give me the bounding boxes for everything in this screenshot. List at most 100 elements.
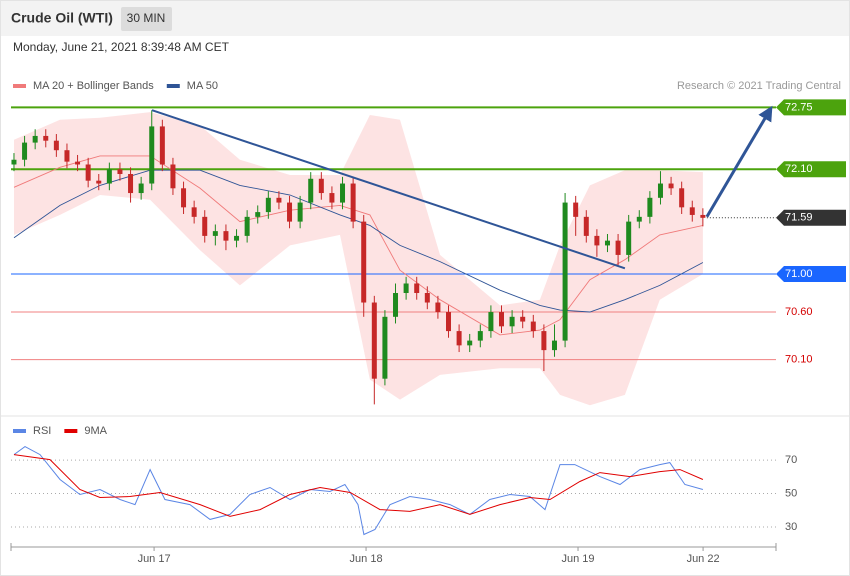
candle-body — [541, 331, 547, 351]
candle-body — [509, 316, 515, 327]
candle-body — [530, 321, 536, 332]
candle-body — [647, 197, 653, 217]
candle-body — [636, 216, 642, 222]
line-series — [13, 454, 704, 517]
legend-swatch — [64, 429, 78, 433]
candle-body — [498, 312, 504, 327]
candle-body — [488, 312, 494, 332]
trendline — [151, 109, 626, 270]
candle-body — [64, 150, 70, 162]
candle-body — [223, 231, 229, 241]
candle-body — [689, 207, 695, 215]
candle-body — [456, 331, 462, 346]
interval-box[interactable] — [121, 7, 172, 31]
candle-body — [117, 169, 123, 175]
timestamp: Monday, June 21, 2021 8:39:48 AM CET — [13, 40, 230, 54]
candle-body — [287, 202, 293, 222]
candle-body — [106, 169, 112, 184]
legend-label: MA 50 — [187, 80, 218, 92]
candle-body — [340, 183, 346, 203]
x-tick-label: Jun 18 — [350, 553, 383, 565]
candle-body — [583, 216, 589, 236]
candle-body — [308, 178, 314, 203]
candle-body — [75, 161, 81, 165]
candle-body — [551, 340, 557, 351]
candle-body — [626, 221, 632, 255]
candle-body — [562, 202, 568, 341]
legend-swatch — [166, 84, 180, 88]
candle-body — [615, 240, 621, 255]
level-label: 71.59 — [785, 212, 813, 224]
x-tick-label: Jun 17 — [138, 553, 171, 565]
candle-body — [350, 183, 356, 222]
y-tick-label: 70 — [785, 454, 797, 466]
x-tick-label: Jun 19 — [562, 553, 595, 565]
candle-body — [149, 126, 155, 184]
candle-body — [11, 159, 17, 165]
credit: Research © 2021 Trading Central — [677, 80, 841, 92]
candle-body — [700, 214, 706, 218]
candle-body — [128, 174, 134, 194]
candle-body — [276, 197, 282, 203]
candle-body — [265, 197, 271, 213]
y-tick-label: 50 — [785, 487, 797, 499]
candle-body — [668, 183, 674, 189]
candle-body — [138, 183, 144, 194]
x-tick-label: Jun 22 — [687, 553, 720, 565]
candle-body — [393, 293, 399, 317]
legend-label: 9MA — [84, 425, 107, 437]
candle-body — [414, 283, 420, 294]
candle-body — [318, 178, 324, 194]
level-label: 72.10 — [785, 163, 813, 175]
y-tick-label: 30 — [785, 521, 797, 533]
legend-label: RSI — [33, 425, 51, 437]
level-tag — [776, 99, 846, 116]
interval[interactable]: 30 MIN — [127, 11, 166, 25]
candle-body — [679, 188, 685, 208]
level-label: 70.10 — [785, 354, 813, 366]
level-tag — [776, 209, 846, 226]
level-tag — [776, 265, 846, 282]
candle-body — [573, 202, 579, 217]
level-label: 72.75 — [785, 101, 813, 113]
candle-body — [202, 216, 208, 236]
bollinger-band — [14, 112, 703, 406]
candle-body — [371, 302, 377, 379]
moving-average — [13, 169, 704, 313]
legend-label: MA 20 + Bollinger Bands — [33, 80, 154, 92]
candle-body — [255, 212, 261, 217]
candle-body — [212, 231, 218, 236]
moving-average — [13, 155, 703, 336]
legend-swatch — [13, 84, 26, 88]
candle-body — [477, 331, 483, 341]
level-label: 70.60 — [785, 306, 813, 318]
candle-body — [159, 126, 165, 165]
candle-body — [32, 135, 38, 143]
candle-body — [435, 302, 441, 313]
candle-body — [22, 142, 28, 160]
candle-body — [382, 316, 388, 379]
candle-body — [297, 202, 303, 222]
level-tag — [776, 161, 846, 178]
candle-body — [191, 207, 197, 217]
instrument: Crude Oil (WTI) — [11, 10, 113, 26]
candle-body — [85, 164, 91, 181]
line-series — [13, 446, 704, 536]
trendline — [705, 105, 773, 218]
candle-body — [96, 180, 102, 184]
candle-body — [329, 193, 335, 203]
candle-body — [446, 312, 452, 332]
candle-body — [657, 183, 663, 198]
level-label: 71.00 — [785, 268, 813, 280]
candle-body — [234, 235, 240, 241]
candle-body — [424, 293, 430, 303]
candle-body — [43, 135, 49, 141]
candle-body — [181, 188, 187, 208]
candle-body — [244, 216, 250, 236]
candle-body — [403, 283, 409, 294]
legend-swatch — [13, 429, 26, 433]
candle-body — [520, 316, 526, 322]
candle-body — [594, 235, 600, 246]
candle-body — [53, 140, 59, 151]
